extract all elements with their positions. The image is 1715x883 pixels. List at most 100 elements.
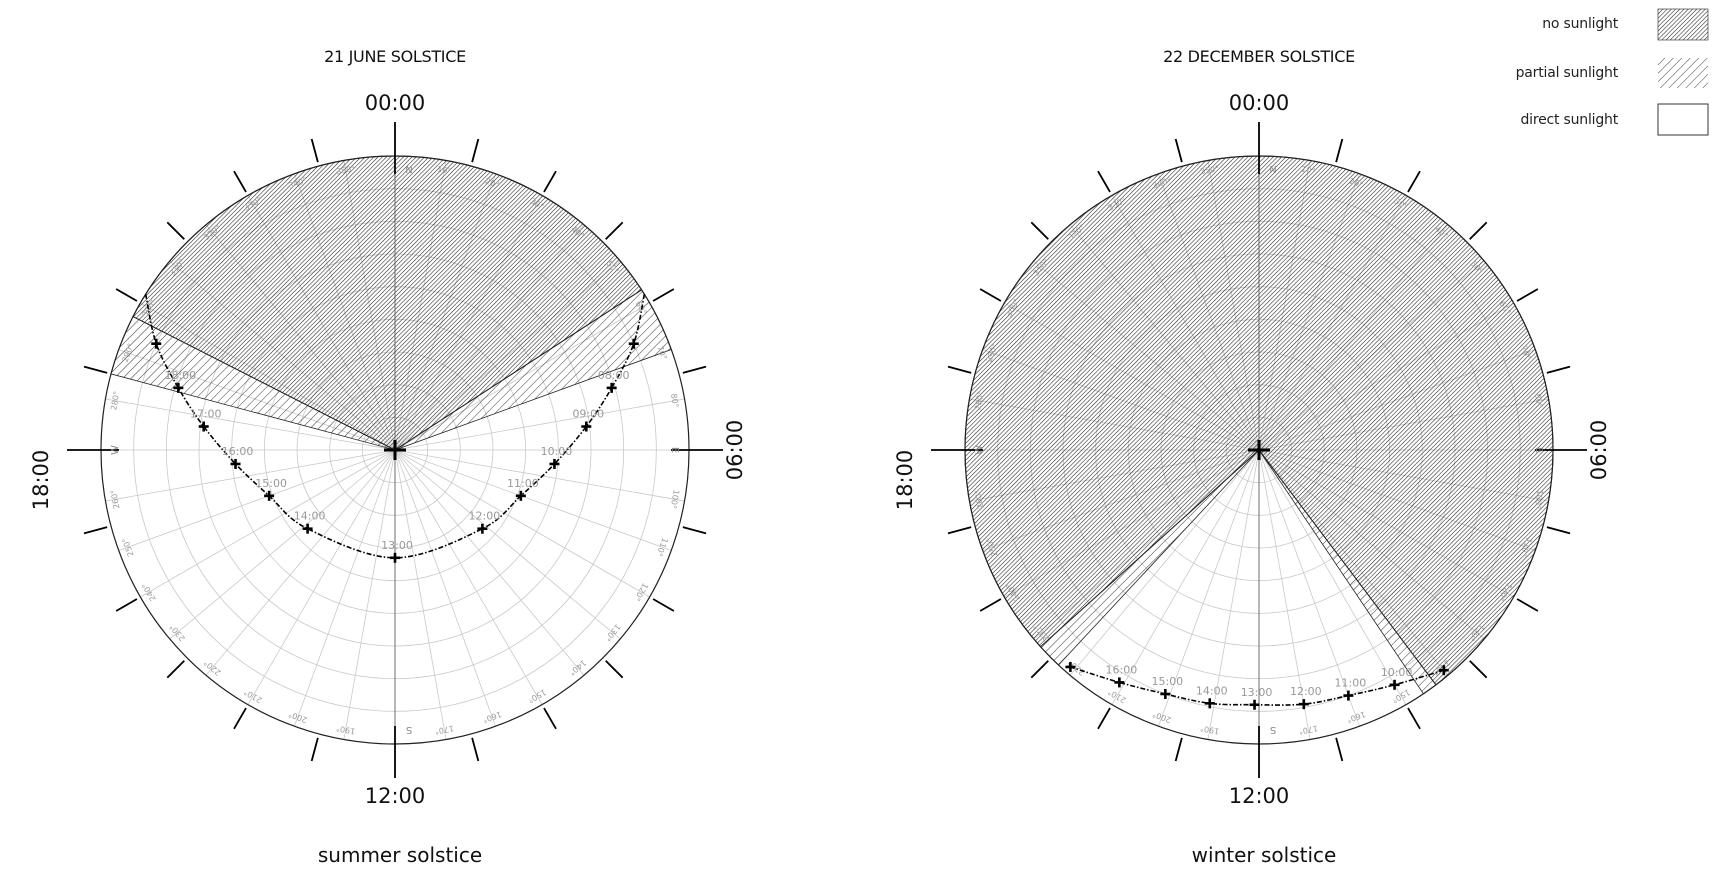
hour-label-bottom: 12:00 [1229,784,1290,808]
hour-ticks [931,122,1587,778]
north-label: N [405,165,412,176]
azimuth-spoke [394,449,672,551]
sun-time-label: 12:00 [1290,685,1322,698]
sun-time-label: 13:00 [1241,686,1273,699]
legend-swatch-partial-sunlight [1658,58,1708,88]
hour-tick [233,707,247,730]
sun-marker [151,338,162,349]
sun-time-label: 15:00 [1151,675,1183,688]
azimuth-spoke [394,449,650,598]
hour-tick [83,526,108,535]
degree-label: 260° [973,489,985,510]
hour-tick [1030,660,1049,679]
hour-tick [1174,737,1183,762]
hour-tick [605,660,624,679]
hour-tick [310,737,319,762]
degree-label: 100° [1533,489,1545,510]
sun-marker [1438,665,1449,676]
hour-tick [1469,221,1488,240]
hour-tick [1546,365,1571,374]
hour-tick [1546,526,1571,535]
azimuth-spoke [1258,449,1360,727]
azimuth-spoke [1158,449,1260,727]
south-label: S [1270,724,1276,735]
azimuth-spoke [1258,449,1311,740]
degree-label: 100° [669,489,681,510]
sun-marker [1389,679,1400,690]
hour-label-left: 18:00 [893,450,917,511]
legend-label-no-sunlight: no sunlight [1542,16,1618,32]
hour-label-bottom: 12:00 [365,784,426,808]
hour-tick [310,138,319,163]
azimuth-spoke [394,449,621,640]
hour-tick [605,221,624,240]
sun-marker [581,421,592,432]
sun-time-label: 14:00 [1196,684,1228,697]
azimuth-spoke [394,449,585,676]
sun-time-label: 09:00 [572,408,604,421]
hour-tick [652,598,675,612]
degree-label: 280° [109,390,121,411]
hour-tick [979,598,1002,612]
winter-solstice-chart: 10°20°30°40°50°60°70°80°100°110°120°130°… [893,47,1611,867]
azimuth-spoke [105,398,396,451]
sun-time-label: 11:00 [507,477,539,490]
hour-tick [947,365,972,374]
degree-label: 280° [973,390,985,411]
degree-label: 10° [1301,165,1317,176]
sun-marker [1065,661,1076,672]
azimuth-spoke [1207,449,1260,740]
azimuth-spoke [394,449,685,502]
azimuth-spoke [118,449,396,551]
hour-label-right: 06:00 [1587,420,1611,481]
azimuth-spoke [394,449,496,727]
hour-label-top: 00:00 [365,91,426,115]
sun-time-label: 12:00 [469,510,501,523]
sun-marker [477,523,488,534]
sun-marker [198,421,209,432]
hour-label-left: 18:00 [29,450,53,511]
chart-title: 21 JUNE SOLSTICE [324,47,466,66]
hour-tick [1407,170,1421,193]
hour-tick [166,221,185,240]
azimuth-spoke [205,449,396,676]
sun-time-label: 10:00 [541,445,573,458]
sun-marker [302,523,313,534]
sun-time-label: 11:00 [1335,677,1367,690]
hour-tick [1097,170,1111,193]
hour-tick [115,598,138,612]
sun-marker [1114,677,1125,688]
sun-marker [173,382,184,393]
azimuth-spoke [394,449,447,740]
hour-tick [1335,737,1344,762]
sun-marker [628,338,639,349]
azimuth-spoke [343,449,396,740]
degree-label: 170° [434,724,455,736]
sun-marker [1160,688,1171,699]
hour-tick [83,365,108,374]
hour-tick [652,288,675,302]
degree-label: 170° [1298,724,1319,736]
sun-time-label: 18:00 [164,369,196,382]
sun-marker [264,490,275,501]
sun-marker [230,458,241,469]
azimuth-spoke [1258,449,1407,705]
hour-tick [471,737,480,762]
sun-time-label: 10:00 [1381,666,1413,679]
azimuth-spoke [105,449,396,502]
hour-tick [947,526,972,535]
sun-time-label: 15:00 [255,477,287,490]
legend-swatch-no-sunlight [1657,8,1709,41]
azimuth-spoke [169,449,396,640]
sun-markers: 08:00 09:00 10:00 11:00 12:00 13:00 14:00 15:00… [151,338,639,563]
hour-tick [1516,598,1539,612]
hour-tick [543,707,557,730]
azimuth-spoke [294,449,396,727]
south-label: S [406,724,412,735]
degree-label: 80° [669,393,680,409]
hour-ticks [67,122,723,778]
center-marker [1248,440,1270,460]
legend-swatch-direct-sunlight [1657,103,1709,136]
azimuth-spoke [394,398,685,451]
sun-time-label: 14:00 [294,510,326,523]
